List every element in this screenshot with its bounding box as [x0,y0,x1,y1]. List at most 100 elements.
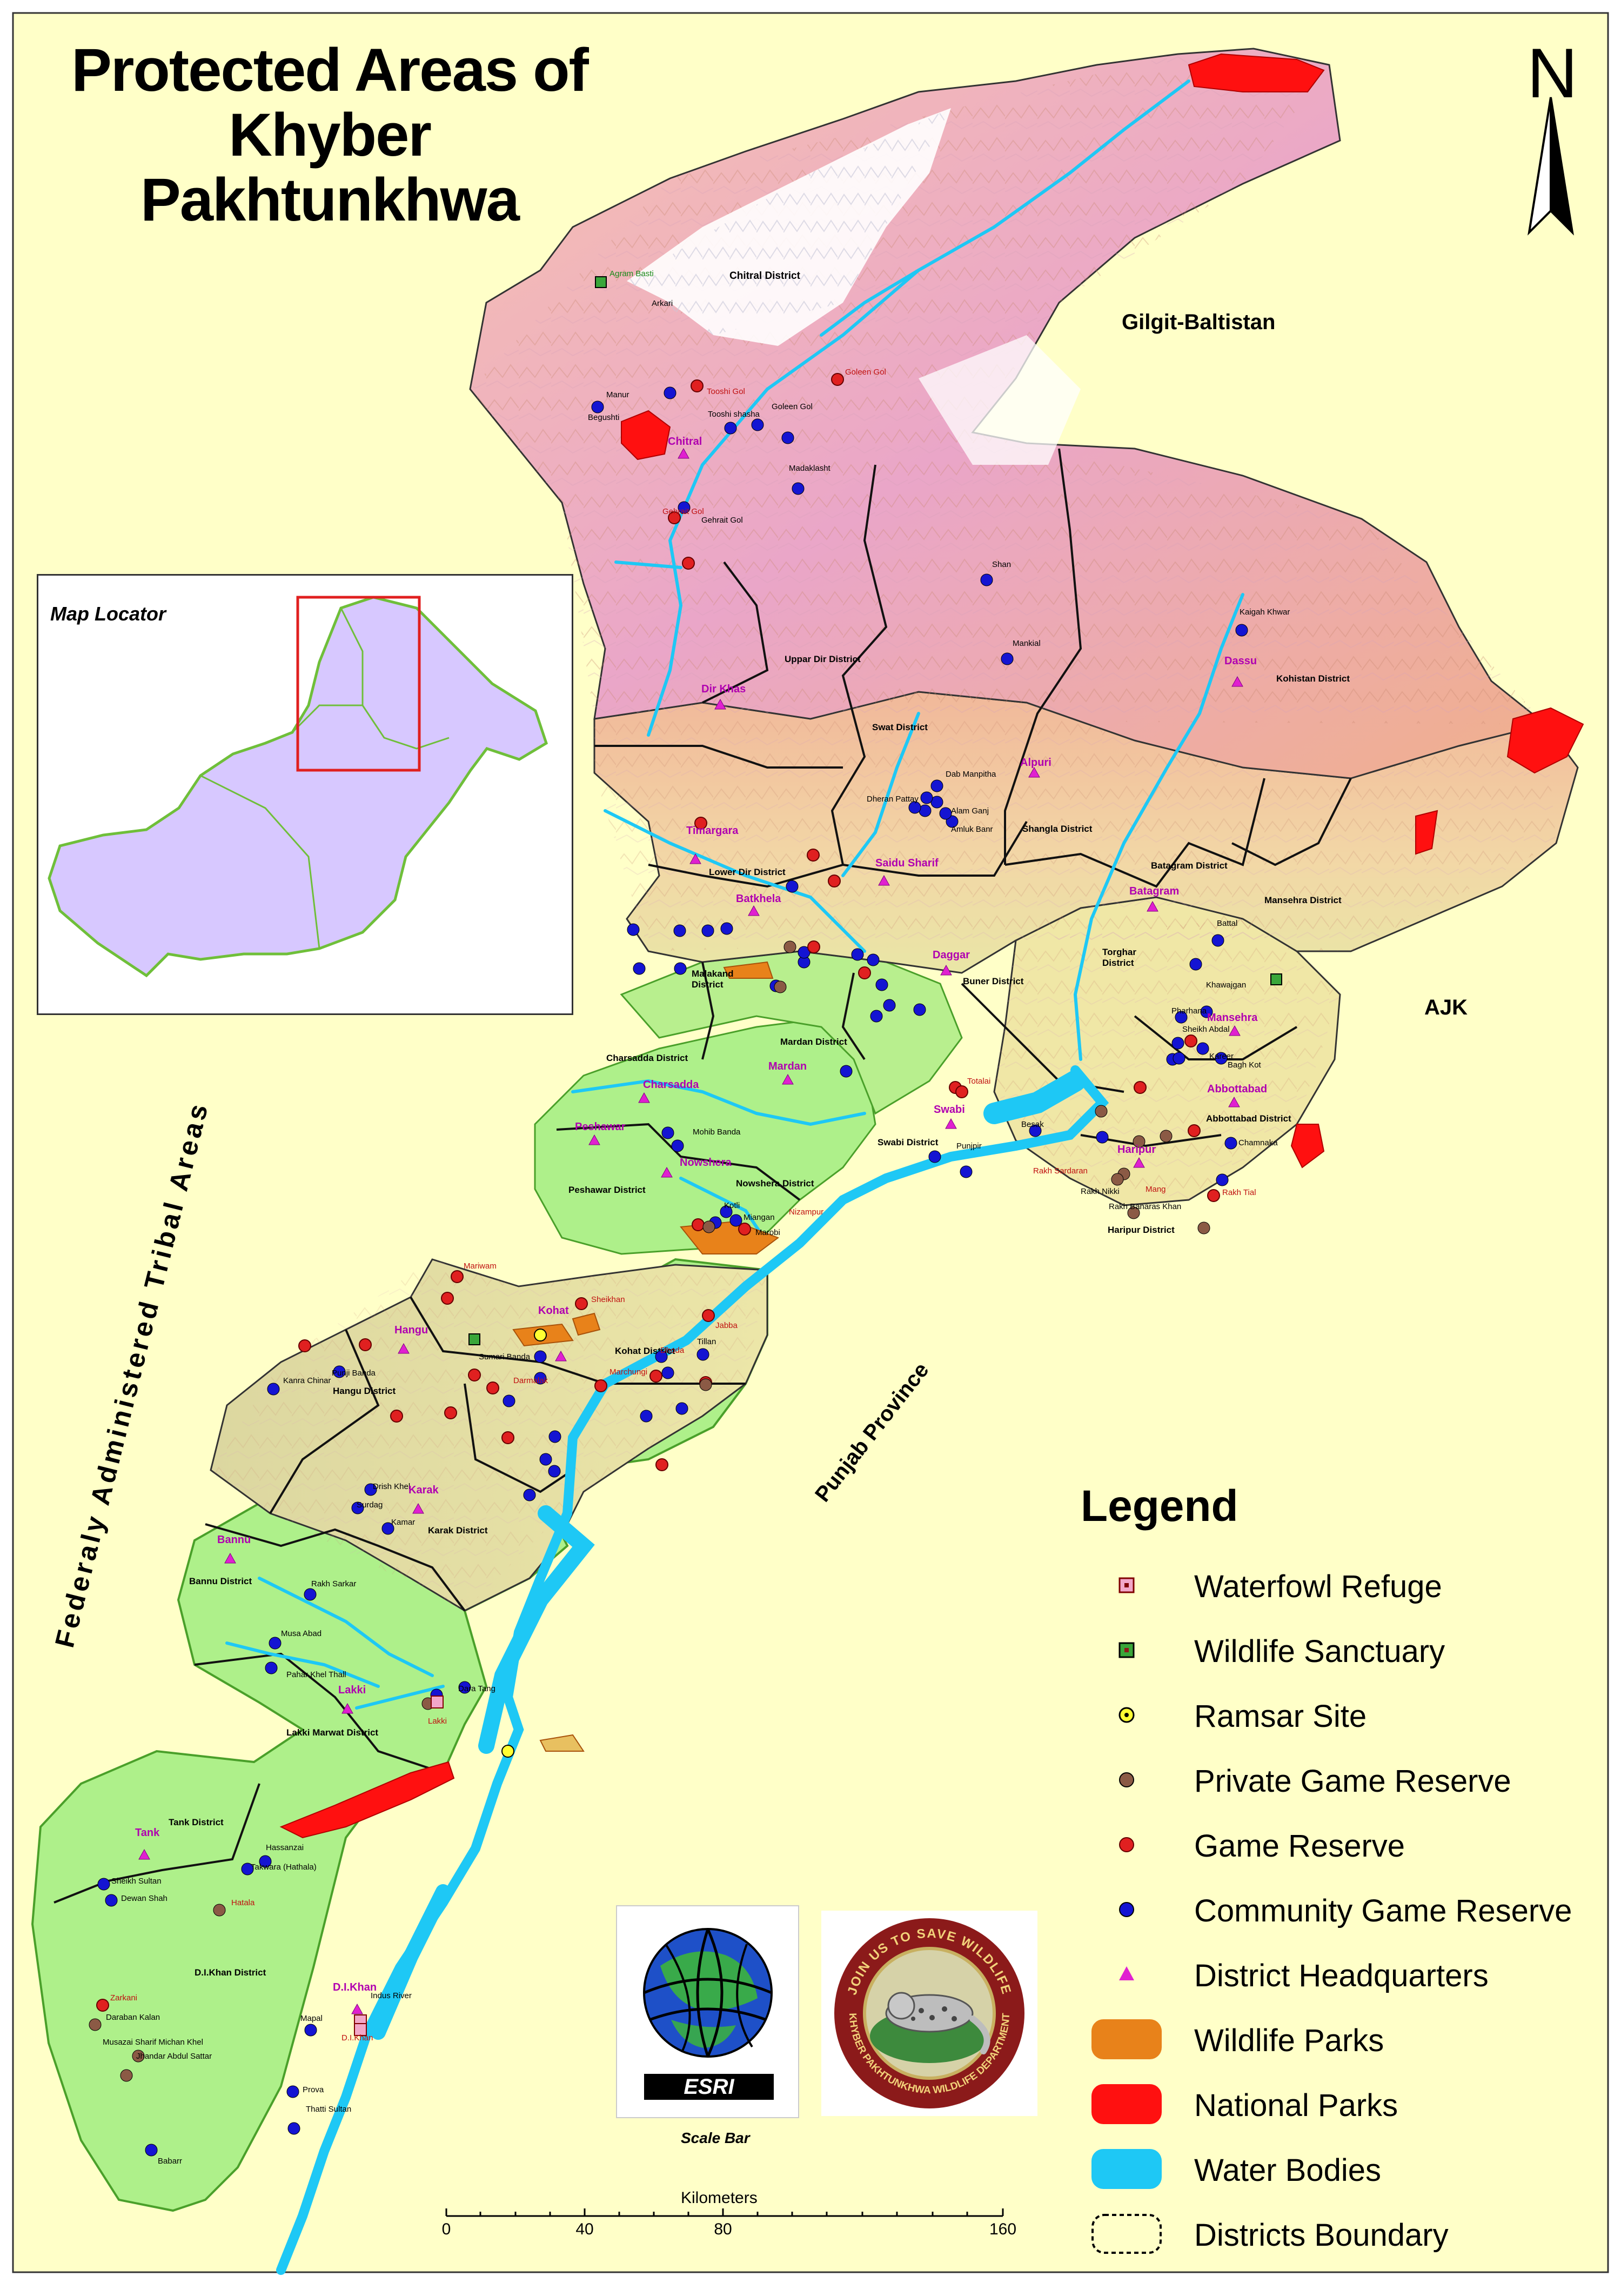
place-manur: Manur [606,390,629,399]
kp-wildlife-logo: JOIN US TO SAVE WILDLIFE KHYBER PAKHTUNK… [821,1911,1037,2116]
place-marobi: Marobi [755,1228,780,1237]
legend-item-label: Game Reserve [1194,1828,1405,1864]
hq-bannu: Bannu [217,1534,251,1546]
place-darmalak: Darmalak [513,1376,548,1385]
place-kanra-chinar: Kanra Chinar [283,1376,331,1385]
place-dara-tang: Dara Tang [458,1684,495,1693]
place-dikhan-wr: D.I.Khan [341,2033,373,2043]
place-mang: Mang [1146,1185,1166,1194]
place-agram-basti: Agram Basti [609,269,654,278]
hq-alpuri: Alpuri [1020,757,1051,769]
district-nowshera: Nowshera District [736,1178,814,1189]
legend-item: District Headquarters [1086,1950,1616,1999]
district-buner: Buner District [963,976,1024,986]
hq-charsadda: Charsadda [643,1079,699,1091]
district-karak: Karak District [428,1525,488,1536]
hq-timargara: Timargara [686,825,739,837]
hq-dir: Dir Khas [701,683,746,695]
yellow-dot-icon [1118,1707,1135,1723]
district-mardan: Mardan District [780,1037,847,1047]
place-begushti: Begushti [588,413,620,422]
legend-item: Community Game Reserve [1086,1885,1616,1934]
place-kamar: Kamar [391,1518,416,1527]
place-dheran-pattay: Dheran Pattay [867,795,919,804]
map-locator-inset: Map Locator [37,574,573,1015]
district-bannu: Bannu District [189,1576,252,1586]
place-rakh-sardaran: Rakh Sardaran [1033,1166,1088,1176]
place-jabba: Jabba [715,1321,738,1330]
hq-mardan: Mardan [768,1060,807,1072]
legend-item: Private Game Reserve [1086,1756,1616,1804]
waterfowl-refuge-squares [354,1696,444,2036]
hq-lakki: Lakki [338,1684,366,1696]
legend-item-label: Water Bodies [1194,2153,1381,2188]
place-tooshi-shasha: Tooshi shasha [708,410,760,419]
district-malakand: Malakand District [692,969,734,990]
brown-dot-icon [1119,1772,1134,1787]
district-dikhan: D.I.Khan District [195,1967,266,1978]
place-shan: Shan [992,560,1012,569]
place-punjpir: Punjpir [956,1142,982,1151]
legend-item: Waterfowl Refuge [1086,1561,1616,1610]
place-amluk-banr: Amluk Banr [951,825,993,834]
place-besak: Besak [1021,1120,1044,1129]
scale-bar-graphic [445,2208,1004,2217]
place-gehrait-gol: Gehrait Gol [662,507,704,516]
hq-batkhela: Batkhela [736,893,781,905]
hq-peshawar: Peshawar [575,1121,626,1133]
scale-tick-80: 80 [714,2220,732,2238]
blue-dot-icon [1119,1902,1134,1917]
scale-tick-0: 0 [441,2220,451,2238]
scale-tick-160: 160 [989,2220,1017,2238]
place-babarr: Babarr [158,2157,183,2166]
legend-item-label: Waterfowl Refuge [1194,1569,1442,1604]
place-bagh-kot: Bagh Kot [1228,1060,1261,1070]
place-drish-khel: Drish Khel [373,1482,411,1491]
place-daraban-kalan: Daraban Kalan [106,2013,160,2022]
hq-batagram: Batagram [1129,885,1180,897]
legend-item-label: National Parks [1194,2088,1398,2123]
place-zarkani: Zarkani [110,1993,138,2003]
hq-dikhan: D.I.Khan [333,1981,377,1993]
place-gehrait-gol-2: Gehrait Gol [701,516,743,525]
map-title-line1: Protected Areas of [71,36,589,104]
district-batagram: Batagram District [1151,860,1228,871]
place-sheikh-sultan: Sheikh Sultan [111,1877,162,1886]
legend-item-label: Wildlife Parks [1194,2023,1384,2058]
place-hatala: Hatala [231,1898,255,1907]
district-chitral: Chitral District [729,270,800,282]
district-tank: Tank District [169,1817,224,1827]
district-swat: Swat District [872,722,928,732]
map-title-line2: Khyber Pakhtunkhwa [140,101,520,233]
hq-dassu: Dassu [1224,655,1257,667]
place-alam-ganj: Alam Ganj [951,806,989,816]
place-jhandar: Jhandar Abdul Sattar [136,2052,212,2061]
scale-bar-title: Scale Bar [681,2130,750,2146]
district-peshawar: Peshawar District [568,1185,646,1195]
district-upper-dir: Uppar Dir District [785,654,861,664]
red-dot-icon [1119,1837,1134,1852]
hq-abbottabad: Abbottabad [1207,1083,1268,1095]
district-hangu: Hangu District [333,1386,396,1396]
headquarters-triangles [138,448,1243,2014]
green-square-icon [1118,1642,1135,1658]
place-pahar-khel: Pahar Khel Thall [286,1670,346,1679]
district-boundaries [53,448,1352,1904]
place-sheikhan: Sheikhan [591,1295,625,1304]
peshawar-valley-region [534,1015,876,1255]
community-game-reserve-dots [97,386,1248,2157]
magenta-triangle-icon [1119,1966,1134,1980]
place-punji-banda: Punji Banda [332,1369,376,1378]
place-indus: Indus River [371,1991,412,2000]
legend-item-label: Wildlife Sanctuary [1194,1634,1445,1669]
place-tillan: Tillan [697,1337,716,1346]
dashed-outline-icon [1091,2214,1162,2254]
place-sumari-banda: Sumari Banda [479,1352,531,1361]
place-rakh-banaras: Rakh Banaras Khan [1109,1202,1182,1211]
hq-chitral: Chitral [668,436,702,448]
snow-leopard-seal-icon: JOIN US TO SAVE WILDLIFE KHYBER PAKHTUNK… [834,1918,1024,2108]
place-musazai: Musazai Sharif Michan Khel [103,2038,203,2047]
legend-item: Game Reserve [1086,1820,1616,1869]
place-surdag: Surdag [357,1500,383,1510]
